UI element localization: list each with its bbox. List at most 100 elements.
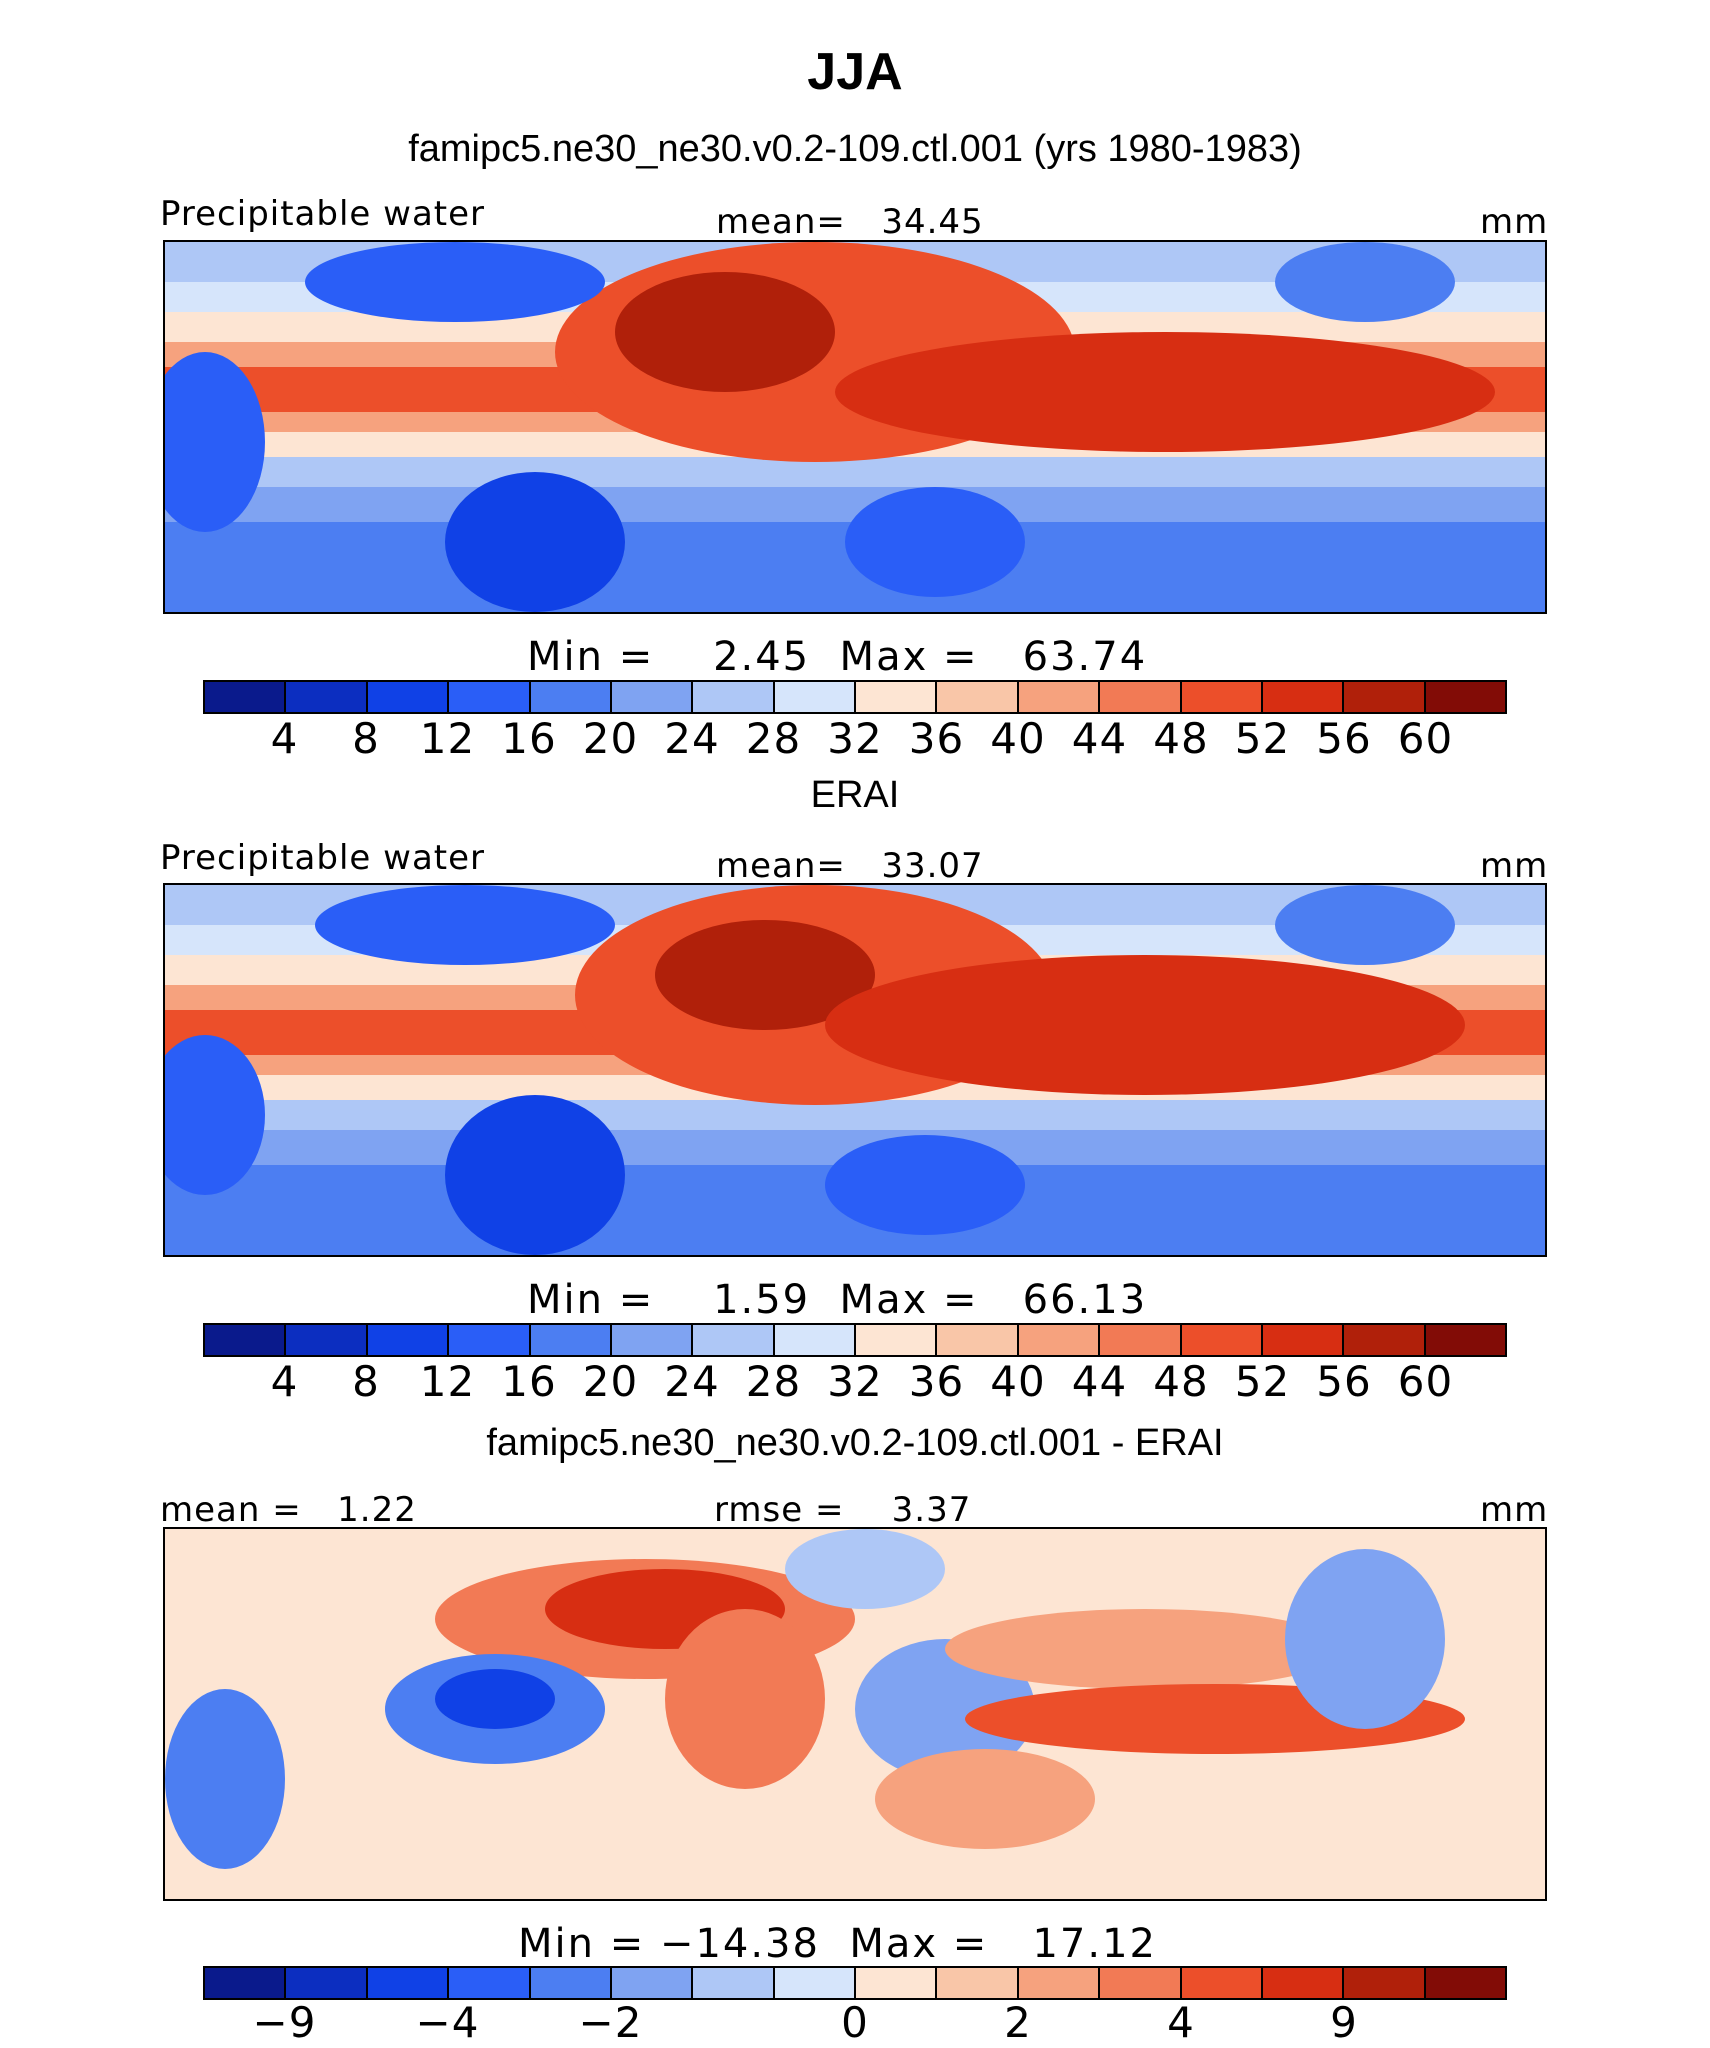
colorbar-tick-label: 32	[827, 714, 883, 763]
colorbar-swatch	[856, 1325, 938, 1355]
colorbar-tick-label: 20	[582, 714, 639, 763]
panel2-map	[163, 883, 1547, 1257]
colorbar-tick-label: 44	[1071, 714, 1128, 763]
colorbar-swatch	[693, 682, 775, 712]
colorbar-swatch	[937, 1325, 1019, 1355]
colorbar-swatch	[1018, 682, 1101, 712]
colorbar-tick-label: 2	[1004, 1998, 1032, 2047]
colorbar-swatch	[693, 1325, 775, 1355]
colorbar-tick-label: 36	[908, 714, 965, 763]
panel3-colorbar	[203, 1966, 1507, 2000]
colorbar-tick-label: −4	[415, 1998, 480, 2047]
colorbar-tick-label: 12	[419, 1357, 476, 1406]
colorbar-tick-label: 8	[352, 714, 380, 763]
panel1-map	[163, 240, 1547, 614]
panel3-heading: famipc5.ne30_ne30.v0.2-109.ctl.001 - ERA…	[486, 1422, 1224, 1464]
panel1-minmax-label: Min = 2.45 Max = 63.74	[527, 634, 1148, 680]
colorbar-tick-label: 40	[990, 714, 1046, 763]
colorbar-swatch	[611, 1968, 694, 1998]
colorbar-swatch	[1100, 1325, 1182, 1355]
colorbar-tick-label: −9	[252, 1998, 317, 2047]
colorbar-swatch	[937, 1968, 1019, 1998]
colorbar-swatch	[286, 1325, 368, 1355]
colorbar-tick-label: 60	[1397, 714, 1454, 763]
colorbar-tick-label: 0	[841, 1998, 869, 2047]
colorbar-swatch	[1018, 1968, 1101, 1998]
colorbar-swatch	[205, 1968, 287, 1998]
colorbar-swatch	[530, 1968, 612, 1998]
colorbar-swatch	[693, 1968, 775, 1998]
colorbar-swatch	[367, 682, 450, 712]
colorbar-swatch	[1100, 1968, 1182, 1998]
panel2-units-label: mm	[1480, 846, 1549, 886]
colorbar-swatch	[286, 682, 368, 712]
colorbar-tick-label: 36	[908, 1357, 965, 1406]
colorbar-swatch	[1100, 682, 1182, 712]
panel3-colorbar-ticks: −9 −4 −2 0 2 4 9	[203, 1998, 1507, 2048]
colorbar-tick-label: 20	[582, 1357, 639, 1406]
colorbar-swatch	[1425, 1968, 1505, 1998]
colorbar-swatch	[1344, 682, 1426, 712]
panel2-heading: ERAI	[810, 774, 900, 816]
colorbar-swatch	[530, 682, 612, 712]
colorbar-swatch	[1425, 1325, 1505, 1355]
colorbar-tick-label: 60	[1397, 1357, 1454, 1406]
panel1-variable-label: Precipitable water	[160, 194, 486, 234]
colorbar-swatch	[449, 1968, 531, 1998]
panel1-colorbar	[203, 680, 1507, 714]
colorbar-tick-label: 12	[419, 714, 476, 763]
colorbar-tick-label: 28	[745, 1357, 802, 1406]
colorbar-swatch	[774, 1325, 856, 1355]
colorbar-swatch	[530, 1325, 612, 1355]
colorbar-swatch	[611, 1325, 694, 1355]
colorbar-swatch	[1344, 1325, 1426, 1355]
colorbar-swatch	[367, 1968, 450, 1998]
colorbar-tick-label: 4	[270, 1357, 299, 1406]
panel2-mean-label: mean= 33.07	[716, 846, 984, 886]
colorbar-swatch	[1181, 1968, 1263, 1998]
colorbar-swatch	[774, 682, 856, 712]
colorbar-tick-label: 4	[1167, 1998, 1195, 2047]
colorbar-swatch	[856, 1968, 938, 1998]
colorbar-tick-label: 52	[1234, 1357, 1291, 1406]
colorbar-swatch	[856, 682, 938, 712]
panel1-mean-label: mean= 34.45	[716, 202, 984, 242]
colorbar-tick-label: 16	[501, 714, 557, 763]
colorbar-swatch	[1181, 682, 1263, 712]
colorbar-tick-label: 48	[1153, 714, 1209, 763]
panel3-map	[163, 1527, 1547, 1901]
panel3-map-field	[165, 1529, 1545, 1899]
colorbar-tick-label: 52	[1234, 714, 1291, 763]
colorbar-swatch	[1181, 1325, 1263, 1355]
panel2-minmax-label: Min = 1.59 Max = 66.13	[527, 1277, 1148, 1323]
panel1-map-field	[165, 242, 1545, 612]
colorbar-tick-label: 24	[664, 714, 720, 763]
colorbar-swatch	[286, 1968, 368, 1998]
panel1-colorbar-ticks: 4 8 12 16 20 24 28 32 36 40 44 48 52 56 60	[203, 714, 1507, 764]
panel2-map-field	[165, 885, 1545, 1255]
colorbar-swatch	[937, 682, 1019, 712]
colorbar-swatch	[449, 1325, 531, 1355]
panel3-units-label: mm	[1480, 1490, 1549, 1530]
panel2-colorbar-ticks: 4 8 12 16 20 24 28 32 36 40 44 48 52 56 60	[203, 1357, 1507, 1407]
colorbar-tick-label: 4	[270, 714, 299, 763]
colorbar-tick-label: 56	[1316, 1357, 1372, 1406]
colorbar-swatch	[205, 1325, 287, 1355]
season-title: JJA	[807, 43, 903, 101]
colorbar-tick-label: 32	[827, 1357, 883, 1406]
colorbar-swatch	[1018, 1325, 1101, 1355]
colorbar-tick-label: 48	[1153, 1357, 1209, 1406]
colorbar-swatch	[1262, 1968, 1345, 1998]
colorbar-tick-label: 56	[1316, 714, 1372, 763]
panel3-minmax-label: Min = −14.38 Max = 17.12	[518, 1921, 1157, 1967]
colorbar-swatch	[774, 1968, 856, 1998]
colorbar-swatch	[1262, 1325, 1345, 1355]
colorbar-tick-label: 40	[990, 1357, 1046, 1406]
colorbar-tick-label: 44	[1071, 1357, 1128, 1406]
colorbar-tick-label: 28	[745, 714, 802, 763]
colorbar-tick-label: 9	[1330, 1998, 1358, 2047]
colorbar-swatch	[367, 1325, 450, 1355]
panel2-colorbar	[203, 1323, 1507, 1357]
colorbar-swatch	[205, 682, 287, 712]
colorbar-swatch	[1425, 682, 1505, 712]
